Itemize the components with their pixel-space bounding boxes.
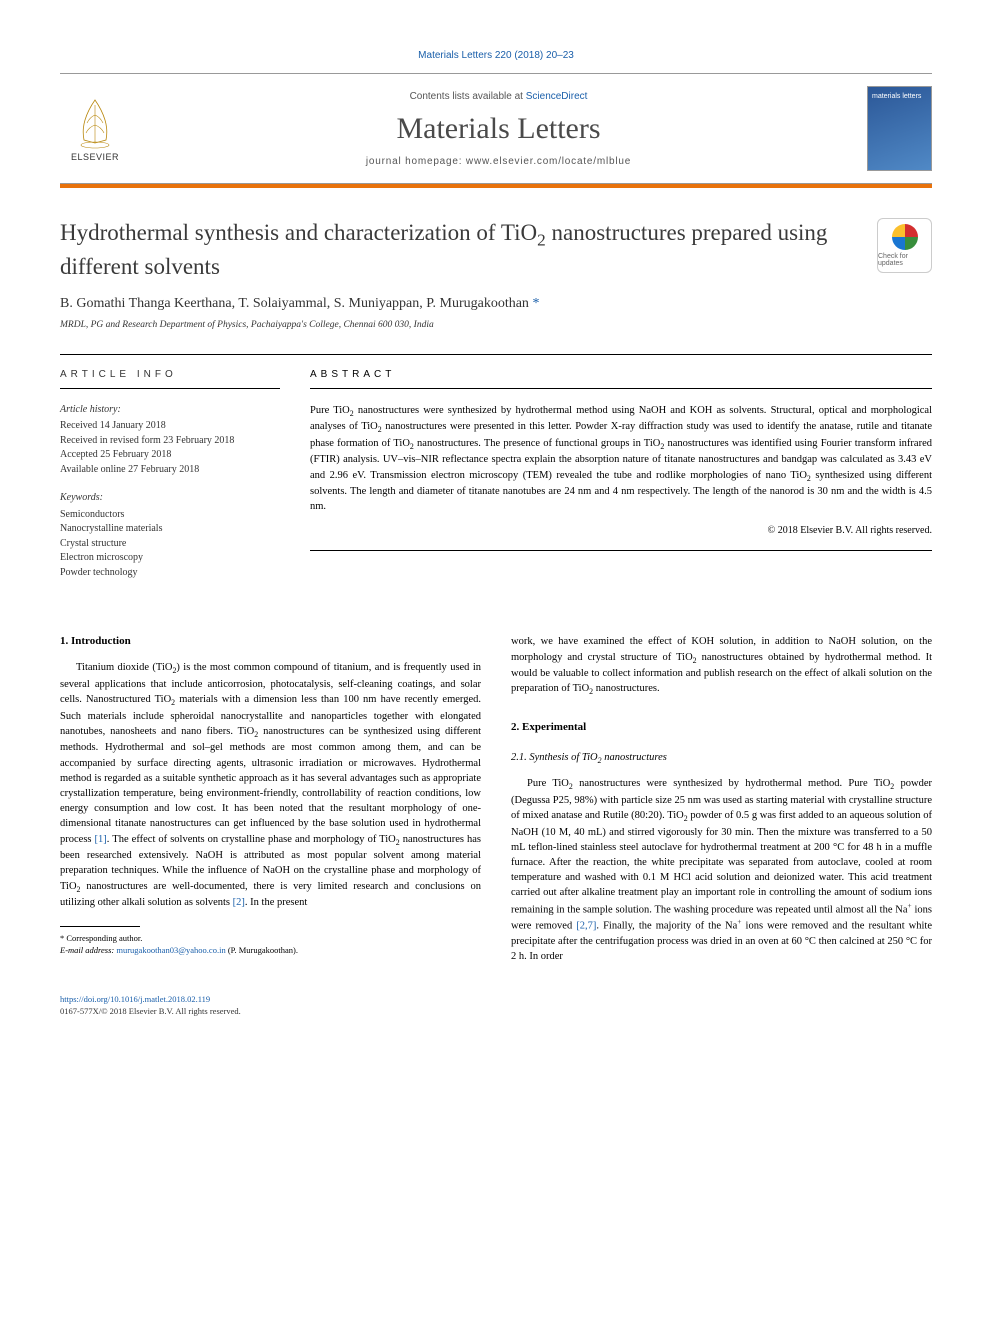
doi-link[interactable]: https://doi.org/10.1016/j.matlet.2018.02… bbox=[60, 994, 210, 1004]
section-2-1-para-1: Pure TiO2 nanostructures were synthesize… bbox=[511, 776, 932, 964]
keyword-item: Powder technology bbox=[60, 566, 280, 581]
history-label: Article history: bbox=[60, 403, 280, 418]
history-item: Received 14 January 2018 bbox=[60, 419, 280, 434]
abstract-divider bbox=[310, 550, 932, 551]
journal-title: Materials Letters bbox=[130, 112, 867, 146]
elsevier-word: ELSEVIER bbox=[71, 152, 119, 162]
abstract-heading: ABSTRACT bbox=[310, 369, 932, 389]
contents-prefix: Contents lists available at bbox=[410, 91, 526, 102]
article-info-block: ARTICLE INFO Article history: Received 1… bbox=[60, 369, 280, 595]
orange-rule bbox=[60, 184, 932, 188]
section-2-1-heading: 2.1. Synthesis of TiO2 nanostructures bbox=[511, 750, 932, 767]
crossmark-icon bbox=[892, 224, 918, 250]
email-footnote: E-mail address: murugakoothan03@yahoo.co… bbox=[60, 945, 481, 957]
elsevier-logo: ELSEVIER bbox=[60, 89, 130, 169]
abstract-text: Pure TiO2 nanostructures were synthesize… bbox=[310, 403, 932, 515]
corresponding-author-note: * Corresponding author. bbox=[60, 933, 481, 945]
issn-copyright: 0167-577X/© 2018 Elsevier B.V. All right… bbox=[60, 1006, 932, 1018]
keyword-item: Electron microscopy bbox=[60, 551, 280, 566]
citation-line: Materials Letters 220 (2018) 20–23 bbox=[60, 50, 932, 61]
journal-homepage: journal homepage: www.elsevier.com/locat… bbox=[130, 156, 867, 167]
elsevier-tree-icon bbox=[70, 95, 120, 150]
keyword-item: Semiconductors bbox=[60, 508, 280, 523]
cover-thumb-label: materials letters bbox=[872, 93, 921, 100]
abstract-copyright: © 2018 Elsevier B.V. All rights reserved… bbox=[310, 525, 932, 536]
body-column-right: work, we have examined the effect of KOH… bbox=[511, 634, 932, 964]
body-column-left: 1. Introduction Titanium dioxide (TiO2) … bbox=[60, 634, 481, 964]
footnote-rule bbox=[60, 926, 140, 927]
history-item: Available online 27 February 2018 bbox=[60, 463, 280, 478]
history-item: Accepted 25 February 2018 bbox=[60, 448, 280, 463]
section-2-heading: 2. Experimental bbox=[511, 720, 932, 736]
contents-line: Contents lists available at ScienceDirec… bbox=[130, 91, 867, 102]
keyword-item: Nanocrystalline materials bbox=[60, 522, 280, 537]
history-item: Received in revised form 23 February 201… bbox=[60, 434, 280, 449]
homepage-url[interactable]: www.elsevier.com/locate/mlblue bbox=[466, 156, 631, 167]
keyword-item: Crystal structure bbox=[60, 537, 280, 552]
section-1-para-1: Titanium dioxide (TiO2) is the most comm… bbox=[60, 660, 481, 910]
doi-footer: https://doi.org/10.1016/j.matlet.2018.02… bbox=[60, 994, 932, 1018]
email-link[interactable]: murugakoothan03@yahoo.co.in bbox=[116, 945, 225, 955]
section-1-para-2: work, we have examined the effect of KOH… bbox=[511, 634, 932, 697]
article-info-heading: ARTICLE INFO bbox=[60, 369, 280, 389]
affiliation: MRDL, PG and Research Department of Phys… bbox=[60, 320, 932, 330]
article-title: Hydrothermal synthesis and characterizat… bbox=[60, 218, 877, 282]
journal-cover-thumb: materials letters bbox=[867, 86, 932, 171]
sciencedirect-link[interactable]: ScienceDirect bbox=[526, 91, 588, 102]
keywords-label: Keywords: bbox=[60, 491, 280, 506]
authors-line: B. Gomathi Thanga Keerthana, T. Solaiyam… bbox=[60, 296, 932, 312]
abstract-block: ABSTRACT Pure TiO2 nanostructures were s… bbox=[310, 369, 932, 595]
check-updates-badge[interactable]: Check for updates bbox=[877, 218, 932, 273]
check-updates-label: Check for updates bbox=[878, 253, 931, 267]
section-1-heading: 1. Introduction bbox=[60, 634, 481, 650]
journal-header: ELSEVIER Contents lists available at Sci… bbox=[60, 73, 932, 184]
